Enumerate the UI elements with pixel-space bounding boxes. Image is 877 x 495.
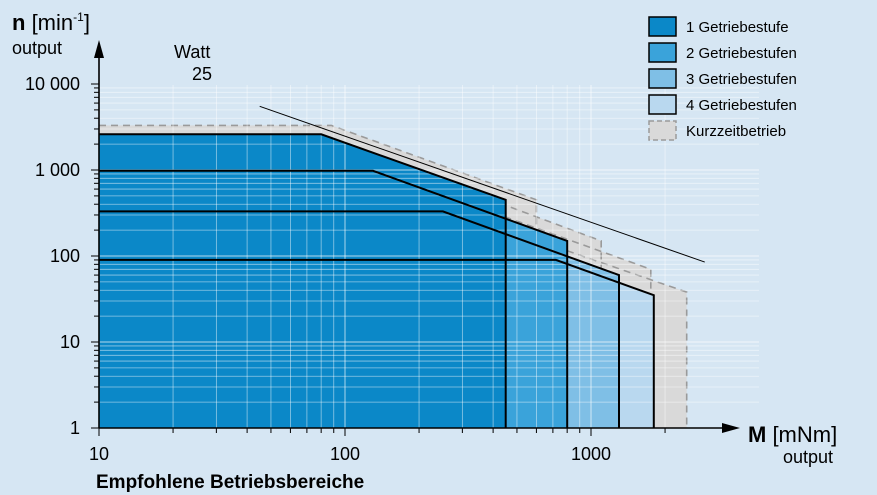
y-tick-label: 10 000 [25,74,80,94]
y-axis-title: n [min-1] [12,10,90,35]
x-axis-sublabel: output [783,447,833,467]
x-axis-arrow [722,423,740,433]
legend-label: 4 Getriebestufen [686,97,797,114]
legend-label: 2 Getriebestufen [686,45,797,62]
outline-2-stage [99,169,569,428]
chart-footer: Empfohlene Betriebsbereiche [96,472,365,493]
axes: 1 10 100 1 000 10 000 10 100 1000 n [min-1] outpu… [12,10,837,467]
power-line-value: 25 [192,64,212,84]
x-axis-title: M [mNm] [748,422,837,447]
power-line-25w [259,105,705,263]
y-tick-label: 100 [50,246,80,266]
y-axis-sublabel: output [12,38,62,58]
legend-label: 1 Getriebestufe [686,19,789,36]
y-tick-label: 1 [70,418,80,438]
y-tick-label: 1 000 [35,160,80,180]
legend: 1 Getriebestufe 2 Getriebestufen 3 Getrieb… [648,16,797,141]
legend-swatch-1 [648,16,677,37]
outline-3-stage [99,210,620,428]
area-outlines [99,133,655,428]
legend-swatch-4 [648,94,677,115]
outline-4-stage [99,258,655,428]
legend-label: Kurzzeitbetrieb [686,123,786,140]
power-line-label: Watt [174,42,210,62]
y-tick-label: 10 [60,332,80,352]
legend-swatch-kurzzeit [648,120,677,141]
y-axis-arrow [94,40,104,58]
legend-swatch-2 [648,42,677,63]
area-1-stage [99,134,506,429]
x-tick-label: 1000 [571,444,611,464]
x-tick-label: 100 [330,444,360,464]
legend-label: 3 Getriebestufen [686,71,797,88]
legend-swatch-3 [648,68,677,89]
x-tick-label: 10 [89,444,109,464]
outline-1-stage [99,133,507,428]
